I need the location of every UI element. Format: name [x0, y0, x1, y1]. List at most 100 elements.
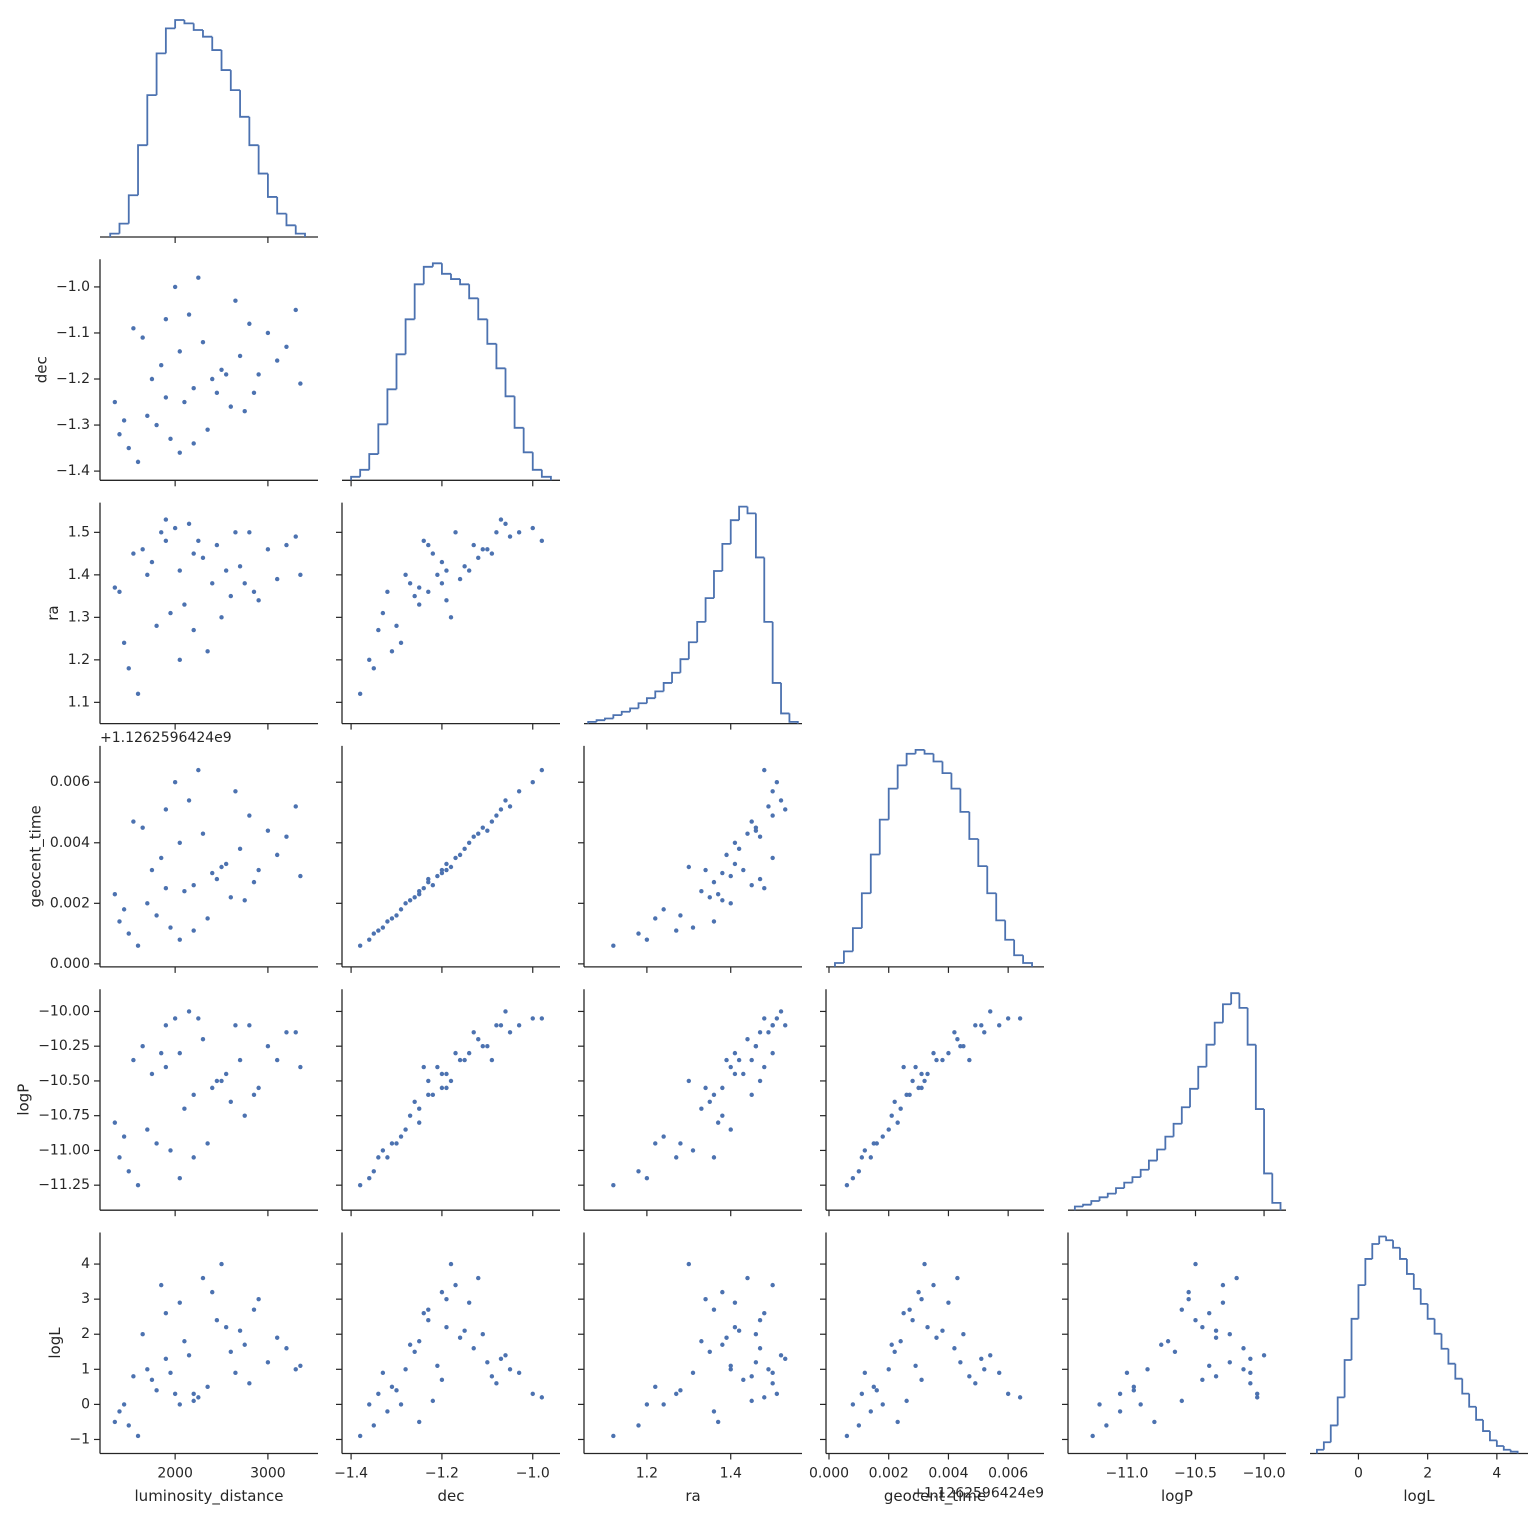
- scatter-point: [251, 390, 257, 396]
- scatter-point: [507, 1367, 513, 1372]
- scatter-point: [265, 330, 271, 336]
- scatter-point: [507, 804, 513, 809]
- scatter-point: [1104, 1423, 1109, 1428]
- scatter-point: [403, 572, 408, 578]
- scatter-point: [154, 623, 159, 629]
- scatter-point: [753, 1043, 759, 1049]
- y-axis-label: dec: [33, 356, 51, 383]
- histogram-step: [1254, 1044, 1265, 1110]
- scatter-point: [880, 1402, 885, 1407]
- x-tick-label: 2: [1423, 1466, 1432, 1482]
- scatter-point: [1005, 1016, 1011, 1021]
- scatter-point: [753, 828, 759, 833]
- scatter-point: [145, 572, 150, 578]
- scatter-point: [979, 1356, 984, 1361]
- scatter-point: [421, 885, 426, 891]
- scatter-point: [770, 1050, 775, 1056]
- scatter-point: [690, 1370, 696, 1376]
- histogram-step: [780, 682, 790, 715]
- y-tick-label: −1.1: [56, 325, 90, 341]
- histogram-step: [495, 343, 506, 370]
- x-axis-label: logP: [1161, 1487, 1193, 1505]
- scatter-point: [430, 882, 436, 888]
- scatter-point: [530, 525, 535, 531]
- y-tick-label: 1: [81, 1361, 90, 1377]
- scatter-point: [233, 789, 238, 794]
- y-tick-label: −10.50: [38, 1073, 90, 1089]
- scatter-point: [380, 610, 386, 616]
- scatter-point: [1097, 1402, 1102, 1407]
- histogram-step: [1263, 1109, 1273, 1175]
- scatter-point: [770, 813, 775, 818]
- scatter-point: [1207, 1363, 1212, 1369]
- histogram-step: [860, 892, 871, 929]
- scatter-point: [1131, 1384, 1137, 1390]
- y-tick-label: −10.75: [38, 1108, 90, 1124]
- scatter-point: [182, 602, 187, 607]
- histogram-step: [1482, 1419, 1490, 1432]
- histogram-step: [1468, 1393, 1477, 1408]
- scatter-point: [367, 1176, 372, 1181]
- scatter-point: [126, 445, 131, 451]
- x-axis-label: luminosity_distance: [135, 1487, 284, 1506]
- scatter-point: [223, 568, 229, 573]
- histogram-step: [257, 145, 268, 175]
- x-tick-label: 0.004: [928, 1466, 968, 1482]
- scatter-point: [131, 1374, 136, 1379]
- scatter-point: [720, 898, 725, 903]
- scatter-point: [242, 409, 247, 414]
- scatter-point: [407, 1113, 413, 1118]
- scatter-point: [265, 547, 271, 552]
- histogram-step: [662, 682, 673, 692]
- scatter-point: [871, 1384, 876, 1390]
- scatter-point: [126, 1423, 131, 1428]
- histogram-step: [1106, 1192, 1116, 1198]
- x-tick-label: 1.4: [720, 1466, 742, 1482]
- scatter-point: [1200, 1325, 1205, 1330]
- scatter-point: [749, 819, 754, 824]
- scatter-point: [898, 1106, 903, 1111]
- scatter-point: [421, 538, 426, 544]
- x-axis-label: logL: [1403, 1487, 1435, 1505]
- scatter-point: [417, 1106, 422, 1111]
- y-tick-label: −11.25: [38, 1177, 90, 1193]
- scatter-point: [880, 1134, 885, 1139]
- scatter-point: [380, 1148, 386, 1153]
- histogram-step: [834, 962, 844, 967]
- scatter-point: [417, 585, 422, 590]
- scatter-point: [265, 1043, 271, 1049]
- scatter-point: [503, 1353, 508, 1358]
- histogram-step: [1343, 1359, 1352, 1398]
- histogram-step: [851, 927, 862, 952]
- scatter-point: [774, 1016, 780, 1021]
- histogram-step: [704, 597, 714, 622]
- scatter-point: [186, 312, 192, 317]
- scatter-point: [711, 919, 717, 924]
- scatter-point: [439, 1377, 445, 1383]
- scatter-point: [674, 1155, 679, 1160]
- scatter-point: [403, 1127, 408, 1132]
- scatter-point: [228, 1099, 233, 1104]
- scatter-point: [163, 1310, 169, 1316]
- scatter-point: [149, 376, 155, 382]
- scatter-point: [154, 1388, 159, 1393]
- scatter-point: [952, 1030, 957, 1035]
- x-axis-label: dec: [438, 1487, 465, 1505]
- histogram-step: [1509, 1449, 1519, 1454]
- scatter-point: [457, 852, 463, 858]
- scatter-point: [770, 855, 775, 861]
- scatter-point: [131, 1057, 136, 1063]
- scatter-point: [907, 1307, 912, 1312]
- scatter-point: [1248, 1356, 1253, 1361]
- scatter-point: [892, 1349, 897, 1354]
- histogram-step: [986, 866, 997, 895]
- scatter-point: [251, 1307, 257, 1312]
- scatter-point: [154, 1141, 159, 1146]
- scatter-point: [703, 867, 708, 873]
- scatter-point: [961, 1043, 966, 1049]
- scatter-point: [462, 1328, 467, 1333]
- scatter-point: [973, 1023, 978, 1028]
- scatter-point: [910, 1078, 915, 1084]
- scatter-point: [904, 1398, 909, 1404]
